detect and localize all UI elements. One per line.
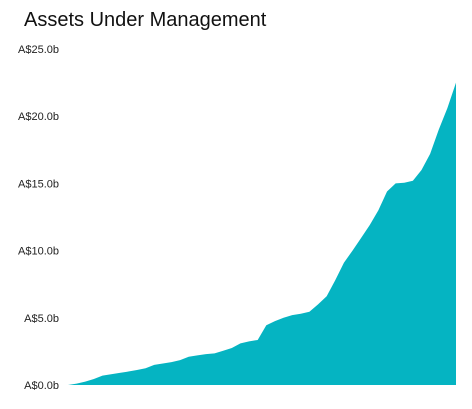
plot-area (68, 82, 456, 385)
y-tick-label: A$15.0b (18, 178, 59, 190)
y-axis: A$0.0b A$5.0b A$10.0b A$15.0b A$20.0b A$25.0b (18, 44, 59, 392)
aum-area-series (68, 82, 456, 385)
y-tick-label: A$10.0b (18, 246, 59, 258)
y-tick-label: A$20.0b (18, 111, 59, 123)
y-tick-label: A$0.0b (24, 380, 59, 392)
chart-title: Assets Under Management (24, 9, 267, 31)
y-tick-label: A$25.0b (18, 44, 59, 56)
y-tick-label: A$5.0b (24, 313, 59, 325)
